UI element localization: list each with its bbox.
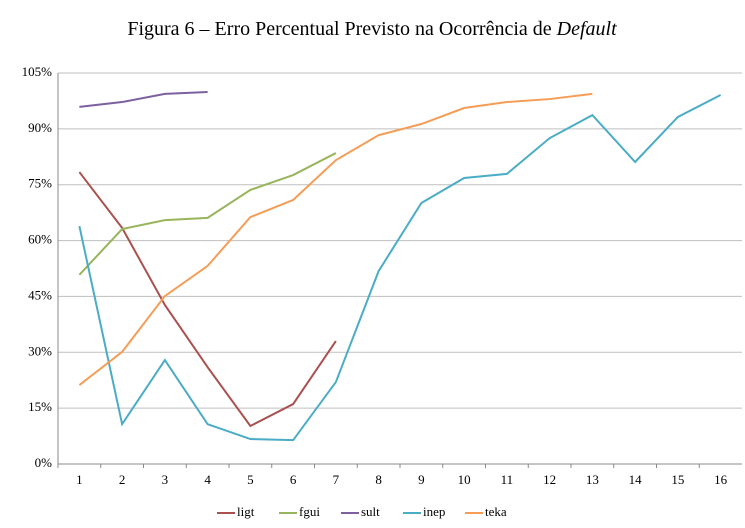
x-tick-label: 14 [629, 472, 643, 487]
chart-title: Figura 6 – Erro Percentual Previsto na O… [127, 18, 617, 40]
legend-label: ligt [237, 504, 255, 519]
series-line [78, 152, 337, 276]
series-line [79, 90, 208, 108]
y-tick-label: 15% [28, 399, 52, 414]
x-tick-label: 12 [543, 472, 556, 487]
x-tick-label: 13 [586, 472, 599, 487]
series-line [78, 171, 337, 428]
x-tick-label: 5 [247, 472, 254, 487]
x-tick-label: 8 [375, 472, 382, 487]
y-tick-label: 105% [22, 64, 53, 79]
title-main: Figura 6 – Erro Percentual Previsto na O… [127, 18, 551, 40]
y-tick-label: 90% [28, 120, 52, 135]
y-tick-label: 30% [28, 343, 52, 358]
x-tick-label: 16 [714, 472, 728, 487]
x-tick-label: 10 [458, 472, 471, 487]
x-tick-label: 4 [204, 472, 211, 487]
series-line [78, 92, 593, 386]
y-tick-label: 75% [28, 176, 52, 191]
legend-label: sult [361, 504, 380, 519]
y-tick-label: 60% [28, 232, 52, 247]
series-line [78, 94, 722, 442]
x-tick-label: 9 [418, 472, 425, 487]
x-tick-label: 2 [119, 472, 126, 487]
legend-label: inep [423, 504, 445, 519]
x-tick-label: 7 [333, 472, 340, 487]
x-tick-label: 1 [76, 472, 83, 487]
title-emphasis: Default [556, 18, 617, 40]
x-tick-label: 6 [290, 472, 297, 487]
y-tick-label: 45% [28, 287, 52, 302]
legend-label: fgui [299, 504, 320, 519]
x-tick-label: 3 [162, 472, 169, 487]
legend-label: teka [485, 504, 507, 519]
y-tick-label: 0% [35, 455, 53, 470]
x-tick-label: 15 [671, 472, 684, 487]
x-tick-label: 11 [501, 472, 514, 487]
